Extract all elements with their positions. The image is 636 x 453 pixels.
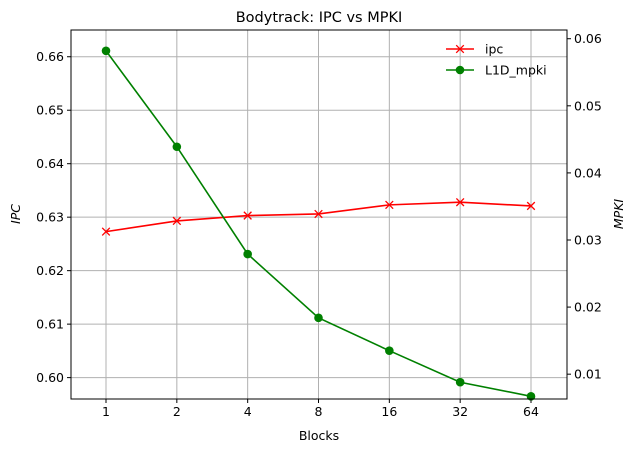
ipc-point — [314, 209, 323, 219]
y-left-tick-label: 0.64 — [36, 156, 64, 171]
y-right-tick-label: 0.01 — [574, 367, 602, 382]
x-axis-label: Blocks — [299, 428, 339, 443]
mpki-point — [455, 377, 465, 387]
x-tick-label: 4 — [244, 404, 252, 419]
series-layer — [101, 46, 536, 401]
chart-title: Bodytrack: IPC vs MPKI — [236, 10, 403, 26]
y-right-tick-label: 0.05 — [574, 98, 602, 113]
mpki-point — [172, 142, 182, 152]
y-left-tick-label: 0.60 — [36, 370, 64, 385]
x-tick-label: 1 — [102, 404, 110, 419]
mpki-point — [314, 313, 323, 323]
legend-label: L1D_mpki — [485, 63, 547, 78]
legend-item: L1D_mpki — [446, 63, 547, 78]
grid — [71, 30, 567, 399]
mpki-point — [101, 46, 111, 56]
y-right-tick-label: 0.02 — [574, 300, 602, 315]
x-tick-label: 32 — [452, 404, 468, 419]
y-left-tick-label: 0.62 — [36, 263, 64, 278]
x-tick-label: 8 — [315, 404, 323, 419]
y-left-tick-label: 0.61 — [36, 317, 64, 332]
mpki-point — [243, 249, 252, 259]
x-tick-label: 64 — [523, 404, 539, 419]
y-right-tick-label: 0.03 — [574, 232, 602, 247]
ipc-point — [243, 211, 252, 220]
ipc-point — [101, 227, 111, 236]
ipc-point — [172, 216, 182, 226]
legend-item: ipc — [446, 42, 503, 57]
ipc-point — [385, 200, 394, 210]
mpki-point — [385, 346, 394, 355]
y-right-tick-label: 0.04 — [574, 165, 602, 180]
y-left-tick-label: 0.66 — [36, 49, 64, 64]
x-tick-label: 16 — [381, 404, 397, 419]
y-right-tick-label: 0.06 — [574, 31, 602, 46]
ipc-point — [526, 201, 536, 211]
y-axis-left-label: IPC — [8, 204, 23, 224]
y-left-tick-label: 0.63 — [36, 210, 64, 225]
ipc-point — [455, 197, 465, 207]
y-axis-right-label: MPKI — [611, 199, 626, 230]
x-tick-label: 2 — [173, 404, 181, 419]
y-left-tick-label: 0.65 — [36, 103, 64, 118]
ticks: 1 2 4 8 16 32 64 0.60 0.61 0.62 0.63 0.64 0.65 0.66 0.… — [36, 31, 602, 419]
mpki-point — [526, 392, 536, 401]
legend: ipc L1D_mpki — [446, 42, 547, 78]
legend-label: ipc — [485, 42, 503, 57]
